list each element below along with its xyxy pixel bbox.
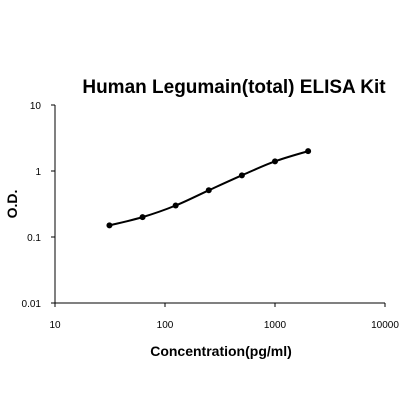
y-tick-label: 0.01	[22, 299, 42, 310]
y-tick-label: 10	[30, 101, 42, 112]
x-tick-label: 10000	[371, 320, 399, 331]
chart-title: Human Legumain(total) ELISA Kit	[82, 77, 386, 98]
data-point	[139, 214, 146, 221]
x-axis-label: Concentration(pg/ml)	[150, 343, 292, 359]
data-point	[172, 202, 179, 209]
y-axis-label: O.D.	[4, 190, 20, 219]
y-tick-label: 1	[35, 167, 41, 178]
x-tick-label: 100	[157, 320, 174, 331]
data-point	[272, 158, 278, 165]
x-axis-ticks: 10 100 1000 10000	[49, 303, 399, 331]
data-series	[106, 148, 312, 229]
data-point	[106, 222, 113, 229]
data-point	[305, 148, 312, 155]
data-point	[205, 187, 212, 194]
x-tick-label: 10	[49, 320, 61, 331]
y-axis-ticks: 0.01 0.1 1 10	[22, 101, 55, 310]
y-tick-label: 0.1	[27, 233, 41, 244]
data-point	[238, 172, 245, 179]
x-tick-label: 1000	[264, 320, 287, 331]
